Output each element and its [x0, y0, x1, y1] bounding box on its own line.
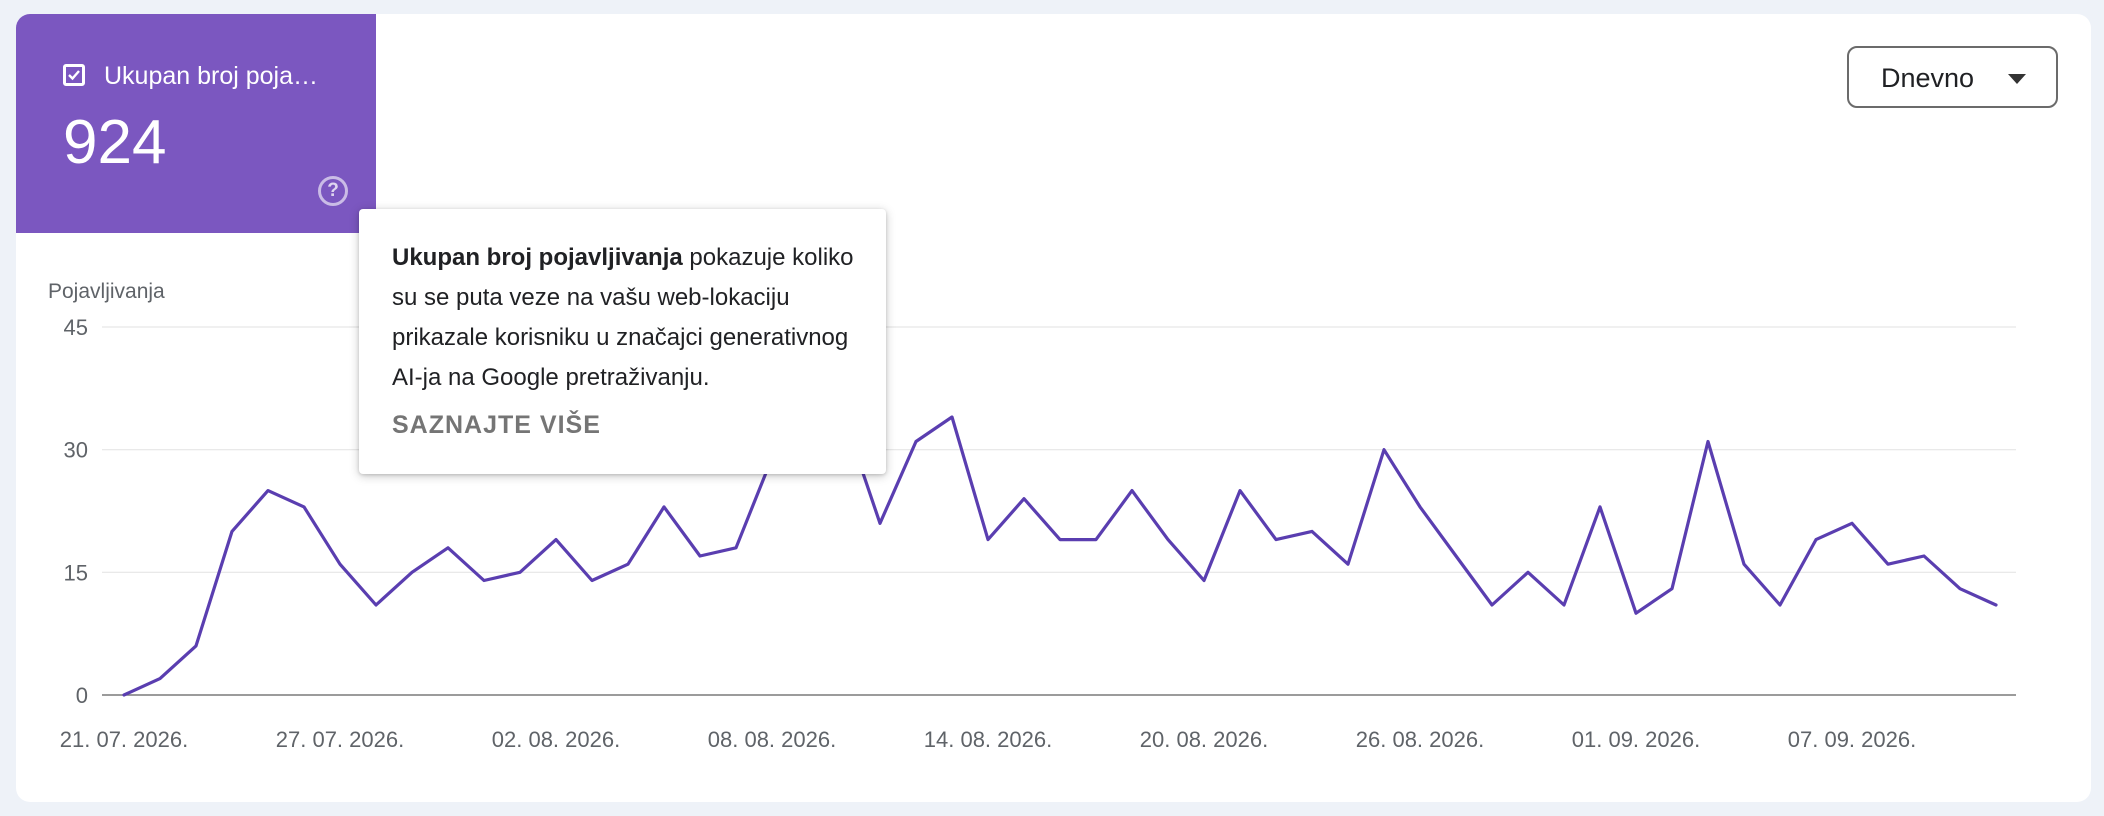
data-point[interactable] [1162, 534, 1174, 546]
data-point[interactable] [1090, 534, 1102, 546]
caret-down-icon [2008, 74, 2026, 84]
data-point[interactable] [1954, 583, 1966, 595]
y-tick-label: 15 [64, 560, 88, 585]
data-point[interactable] [1666, 583, 1678, 595]
x-tick-label: 21. 07. 2026. [60, 727, 188, 752]
metric-value: 924 [63, 108, 167, 177]
data-point[interactable] [1414, 501, 1426, 513]
data-point[interactable] [1702, 435, 1714, 447]
checkbox-checked-icon[interactable] [63, 64, 85, 86]
data-point[interactable] [190, 640, 202, 652]
period-dropdown[interactable]: Dnevno [1847, 46, 2058, 108]
data-point[interactable] [586, 575, 598, 587]
x-tick-label: 27. 07. 2026. [276, 727, 404, 752]
data-point[interactable] [118, 689, 130, 701]
data-point[interactable] [1558, 599, 1570, 611]
x-tick-label: 02. 08. 2026. [492, 727, 620, 752]
tooltip-text: Ukupan broj pojavljivanja pokazuje kolik… [392, 238, 872, 398]
data-point[interactable] [1342, 558, 1354, 570]
x-tick-label: 08. 08. 2026. [708, 727, 836, 752]
data-point[interactable] [1846, 517, 1858, 529]
data-point[interactable] [1918, 550, 1930, 562]
data-point[interactable] [622, 558, 634, 570]
data-point[interactable] [1126, 485, 1138, 497]
data-point[interactable] [694, 550, 706, 562]
data-point[interactable] [1810, 534, 1822, 546]
data-point[interactable] [370, 599, 382, 611]
series-line-appearances [122, 415, 1998, 697]
data-point[interactable] [1486, 599, 1498, 611]
data-point[interactable] [658, 501, 670, 513]
data-point[interactable] [226, 525, 238, 537]
data-point[interactable] [1234, 485, 1246, 497]
line-chart: 0 15 30 45 21. 07. 2026. 27. 07. 2026. 02. 08.… [60, 315, 2016, 752]
data-point[interactable] [442, 542, 454, 554]
data-point[interactable] [334, 558, 346, 570]
data-point[interactable] [1990, 599, 2002, 611]
data-point[interactable] [514, 566, 526, 578]
data-point[interactable] [730, 542, 742, 554]
y-tick-label: 45 [64, 315, 88, 340]
data-point[interactable] [1738, 558, 1750, 570]
y-tick-label: 0 [76, 683, 88, 708]
y-tick-label: 30 [64, 438, 88, 463]
x-tick-label: 14. 08. 2026. [924, 727, 1052, 752]
tooltip-bold-term: Ukupan broj pojavljivanja [392, 244, 683, 271]
data-point[interactable] [262, 485, 274, 497]
data-point[interactable] [478, 575, 490, 587]
data-point[interactable] [910, 435, 922, 447]
metric-tile-total-appearances[interactable]: Ukupan broj poja… 924 ? [16, 14, 376, 233]
data-point[interactable] [406, 566, 418, 578]
data-point[interactable] [1630, 607, 1642, 619]
data-point[interactable] [1054, 534, 1066, 546]
data-point[interactable] [1018, 493, 1030, 505]
data-point[interactable] [1270, 534, 1282, 546]
metric-tooltip: Ukupan broj pojavljivanja pokazuje kolik… [359, 209, 886, 474]
data-point[interactable] [1378, 444, 1390, 456]
x-tick-label: 07. 09. 2026. [1788, 727, 1916, 752]
data-point[interactable] [1306, 525, 1318, 537]
data-point[interactable] [1522, 566, 1534, 578]
data-point[interactable] [1882, 558, 1894, 570]
help-icon[interactable]: ? [318, 176, 348, 206]
data-point[interactable] [874, 517, 886, 529]
data-point[interactable] [1450, 550, 1462, 562]
performance-card: Ukupan broj poja… 924 ? Dnevno Pojavljiv… [16, 14, 2091, 802]
data-point[interactable] [1198, 575, 1210, 587]
x-tick-label: 01. 09. 2026. [1572, 727, 1700, 752]
data-point[interactable] [1774, 599, 1786, 611]
data-point[interactable] [982, 534, 994, 546]
data-point[interactable] [298, 501, 310, 513]
learn-more-link[interactable]: SAZNAJTE VIŠE [392, 411, 601, 439]
tooltip-description: pokazuje koliko su se puta veze na vašu … [392, 244, 854, 391]
data-point[interactable] [154, 673, 166, 685]
data-point[interactable] [946, 411, 958, 423]
data-point[interactable] [550, 534, 562, 546]
y-axis-title: Pojavljivanja [48, 280, 165, 303]
x-tick-label: 26. 08. 2026. [1356, 727, 1484, 752]
data-point[interactable] [1594, 501, 1606, 513]
x-tick-label: 20. 08. 2026. [1140, 727, 1268, 752]
period-dropdown-label: Dnevno [1881, 63, 1975, 93]
